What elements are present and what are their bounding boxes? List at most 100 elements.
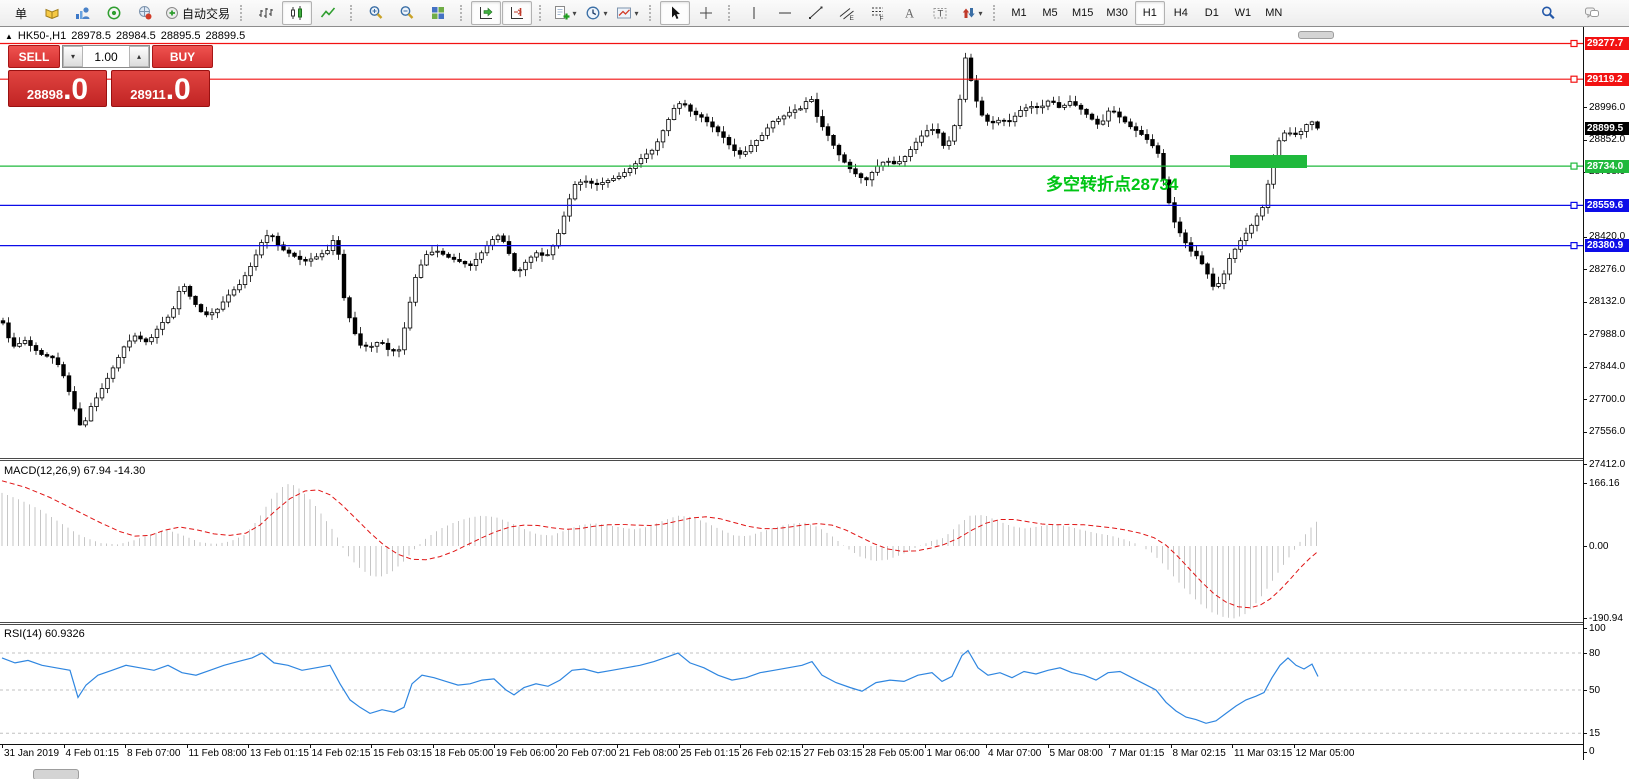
buy-button[interactable]: BUY <box>152 45 213 68</box>
rsi-pane <box>0 649 1583 734</box>
dropdown-caret-icon[interactable]: ▾ <box>978 8 983 18</box>
equidistant-channel-button[interactable]: E <box>832 1 862 25</box>
volume-increase-button[interactable]: ▴ <box>129 46 149 67</box>
zoom-in-button[interactable] <box>361 1 391 25</box>
toolbar-grip[interactable] <box>240 5 246 21</box>
date-label: 5 Mar 08:00 <box>1049 748 1103 759</box>
level-handle[interactable] <box>1570 75 1578 83</box>
mql5-community-button[interactable] <box>130 1 160 25</box>
timeframe-w1[interactable]: W1 <box>1234 7 1252 19</box>
volume-decrease-button[interactable]: ▾ <box>63 46 83 67</box>
axis-tick-label: 27700.0 <box>1589 393 1626 405</box>
level-handle[interactable] <box>1570 201 1578 209</box>
line-chart-button[interactable] <box>313 1 343 25</box>
sell-button[interactable]: SELL <box>8 45 60 68</box>
one-click-trading-panel: SELL ▾ 1.00 ▴ BUY 28898 .0 28911 .0 <box>8 45 213 107</box>
search-button[interactable] <box>1533 1 1563 25</box>
periods-button[interactable]: ▾ <box>581 1 611 25</box>
chat-button[interactable] <box>1577 1 1607 25</box>
axis-tick-label: 100 <box>1589 622 1606 634</box>
buy-price-main: 28911 <box>130 87 166 102</box>
level-handle[interactable] <box>1570 39 1578 48</box>
axis-tick-label: 0 <box>1589 746 1595 758</box>
date-label: 20 Feb 07:00 <box>557 748 617 759</box>
cursor-button[interactable] <box>660 1 691 25</box>
level-handle[interactable] <box>1570 242 1578 250</box>
arrows-button[interactable]: ▾ <box>956 1 986 25</box>
dropdown-caret-icon[interactable]: ▾ <box>603 8 608 18</box>
toolbar-grip[interactable] <box>993 5 999 21</box>
toolbar-grip[interactable] <box>460 5 466 21</box>
level-handle[interactable] <box>1570 162 1578 170</box>
timeframe-h1[interactable]: H1 <box>1134 1 1165 25</box>
macd-indicator-label: MACD(12,26,9) 67.94 -14.30 <box>4 465 146 477</box>
bar-chart-button[interactable] <box>251 1 281 25</box>
volume-input[interactable]: 1.00 <box>94 49 118 64</box>
crosshair-button[interactable] <box>691 1 721 25</box>
toolbar-grip[interactable] <box>728 5 734 21</box>
autotrading-icon <box>164 5 180 21</box>
date-label: 7 Mar 01:15 <box>1111 748 1165 759</box>
fibonacci-button[interactable]: F <box>863 1 893 25</box>
chart-shift-icon <box>509 5 525 21</box>
date-label: 1 Mar 06:00 <box>926 748 980 759</box>
timeframe-d1[interactable]: D1 <box>1204 7 1219 19</box>
trendline-button[interactable] <box>801 1 831 25</box>
timeframe-m30[interactable]: M30 <box>1106 7 1128 19</box>
timeframe-h4[interactable]: H4 <box>1173 7 1188 19</box>
auto-scroll-button[interactable] <box>471 1 502 25</box>
zoom-out-button[interactable] <box>392 1 422 25</box>
signals-button[interactable] <box>99 1 129 25</box>
tile-windows-icon <box>430 5 446 21</box>
toolbar-grip[interactable] <box>649 5 655 21</box>
candlestick-button[interactable] <box>282 1 313 25</box>
dropdown-caret-icon[interactable]: ▾ <box>634 8 639 18</box>
date-label: 13 Feb 01:15 <box>250 748 309 759</box>
timeframe-m5[interactable]: M5 <box>1042 7 1058 19</box>
buy-price-box[interactable]: 28911 .0 <box>111 70 210 107</box>
collapse-arrow-icon[interactable]: ▲ <box>5 32 13 41</box>
axis-tick-label: 27556.0 <box>1589 426 1626 438</box>
sell-price-box[interactable]: 28898 .0 <box>8 70 107 107</box>
date-label: 8 Mar 02:15 <box>1172 748 1226 759</box>
text-button[interactable]: A <box>894 1 924 25</box>
scrollbar-thumb-top[interactable] <box>1298 31 1334 39</box>
chat-icon <box>1584 5 1600 21</box>
chart-shift-button[interactable] <box>502 1 533 25</box>
axis-tick-label: 27412.0 <box>1589 458 1626 470</box>
date-label: 12 Mar 05:00 <box>1295 748 1355 759</box>
date-label: 26 Feb 02:15 <box>742 748 801 759</box>
date-label: 11 Mar 03:15 <box>1234 748 1293 759</box>
text-label-icon: T <box>932 5 948 21</box>
pane-separator-main-macd[interactable] <box>0 458 1583 461</box>
toolbar-grip[interactable] <box>539 5 545 21</box>
timeframe-m15[interactable]: M15 <box>1072 7 1094 19</box>
autotrading-button[interactable]: 自动交易 <box>161 1 233 25</box>
axis-tick-label: 15 <box>1589 727 1601 739</box>
timeframe-mn[interactable]: MN <box>1265 7 1283 19</box>
new-order-button[interactable] <box>37 1 67 25</box>
tile-windows-button[interactable] <box>423 1 453 25</box>
market-watch-icon <box>75 5 91 21</box>
vertical-line-button[interactable] <box>739 1 769 25</box>
periods-icon <box>585 5 601 21</box>
templates-button[interactable]: ▾ <box>612 1 642 25</box>
level-price-label: 28380.9 <box>1585 239 1629 253</box>
axis-tick-label: 80 <box>1589 647 1601 659</box>
indicators-button[interactable]: ▾ <box>550 1 580 25</box>
dropdown-caret-icon[interactable]: ▾ <box>572 8 577 18</box>
arrows-icon <box>960 5 976 21</box>
horizontal-line-button[interactable] <box>770 1 800 25</box>
clipped-order-button[interactable]: 单 <box>14 6 27 21</box>
pivot-annotation-text[interactable]: 多空转折点28734 <box>1046 175 1179 194</box>
text-label-button[interactable]: T <box>925 1 955 25</box>
pivot-highlight-box[interactable] <box>1230 155 1307 168</box>
scrollbar-thumb-bottom[interactable] <box>33 769 79 779</box>
buy-price-frac: .0 <box>165 73 191 106</box>
timeframe-m1[interactable]: M1 <box>1011 7 1027 19</box>
market-watch-button[interactable] <box>68 1 98 25</box>
toolbar-grip[interactable] <box>350 5 356 21</box>
pane-separator-macd-rsi[interactable] <box>0 622 1583 625</box>
date-label: 28 Feb 05:00 <box>865 748 924 759</box>
